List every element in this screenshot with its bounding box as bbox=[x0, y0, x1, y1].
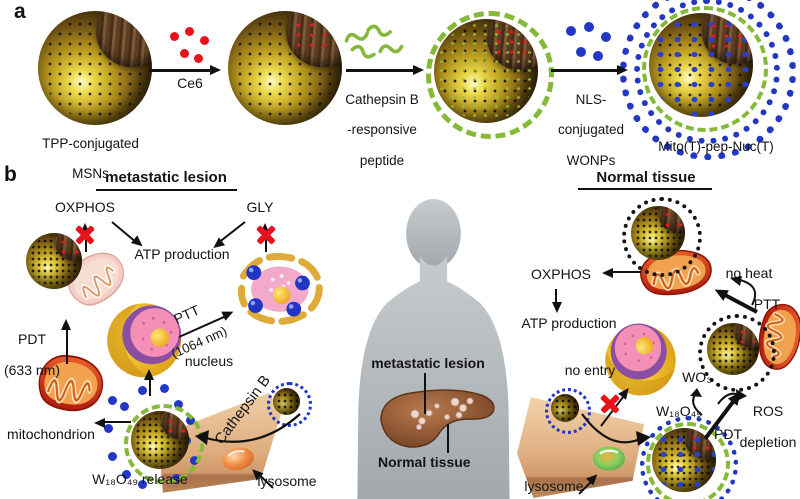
peptide-worm-icon bbox=[377, 41, 405, 56]
lesion-pointer-line bbox=[424, 373, 426, 414]
metastatic-header: metastatic lesion bbox=[105, 169, 227, 186]
panel-a-label: a bbox=[14, 0, 26, 23]
normal-underline bbox=[578, 188, 712, 190]
incoming-nanoparticle-icon bbox=[273, 388, 300, 415]
wonp-ring-small bbox=[267, 382, 312, 427]
tissue-pointer-line bbox=[447, 424, 449, 453]
arrow-oxphos-atp bbox=[111, 221, 135, 242]
arrow-step3 bbox=[551, 65, 628, 75]
wonp-ring-large bbox=[640, 416, 738, 499]
pdt-label-right: PDT bbox=[714, 426, 742, 442]
arrow-pdt bbox=[66, 329, 68, 364]
atp-label: ATP production bbox=[134, 246, 230, 262]
release-label: W₁₈O₄₉ release bbox=[92, 471, 188, 487]
traffic-curved-arrow bbox=[581, 413, 651, 446]
no-heat-curved-arrow bbox=[730, 276, 756, 306]
arrow-to-nucleus bbox=[149, 379, 151, 396]
sphere-pores bbox=[552, 395, 578, 421]
arrow-gly-atp bbox=[219, 221, 246, 242]
product-caption: Mito(T)-pep-Nuc(T) bbox=[658, 139, 774, 154]
panel-b-label: b bbox=[4, 163, 17, 186]
liver-icon bbox=[380, 389, 495, 448]
lysosome-label: lysosome bbox=[257, 473, 317, 489]
damaged-nucleus-icon bbox=[228, 250, 330, 330]
ce6-specks bbox=[163, 415, 186, 434]
normal-header: Normal tissue bbox=[596, 169, 696, 186]
gly-label: GLY bbox=[246, 199, 274, 215]
sphere-pores bbox=[274, 389, 299, 414]
ros-curved-arrow bbox=[717, 389, 747, 405]
pdt-label: PDT (633 nm) bbox=[3, 330, 61, 379]
body-tissue-label: Normal tissue bbox=[378, 454, 471, 470]
lysosome-label-right: lysosome bbox=[524, 478, 584, 494]
peptide-fringe bbox=[646, 422, 730, 499]
wo3-label: WO₃ bbox=[682, 369, 712, 385]
peptide-worm-icon bbox=[349, 43, 377, 61]
w18o49-label: W₁₈O₄₉ bbox=[656, 403, 702, 419]
cathepsin-curved-arrow bbox=[195, 413, 301, 445]
wonp-ring-small-right bbox=[545, 388, 591, 434]
no-entry-label: no entry bbox=[564, 362, 616, 378]
ce6-specks bbox=[707, 21, 747, 53]
nanoparticle-ros-icon bbox=[707, 323, 759, 375]
no-entry-x-icon bbox=[599, 393, 619, 413]
oxphos-block-x-icon bbox=[74, 224, 96, 246]
releasing-nanoparticle-icon bbox=[131, 411, 189, 469]
arrow-to-oxphos bbox=[612, 271, 641, 273]
gly-block-x-icon bbox=[255, 224, 277, 246]
step2-label: Cathepsin B -responsive peptide bbox=[345, 92, 419, 168]
intact-shell-ring bbox=[622, 197, 702, 277]
ce6-msn-sphere-icon bbox=[228, 11, 342, 125]
wonp-inner-ring bbox=[634, 0, 780, 144]
atp-label-right: ATP production bbox=[521, 315, 617, 331]
wo3-curved-arrow bbox=[690, 388, 703, 416]
nanoparticle-on-mitochondrion-icon bbox=[631, 206, 685, 260]
arrow-step2 bbox=[346, 65, 424, 75]
ce6-specks bbox=[661, 210, 682, 227]
ce6-specks bbox=[291, 20, 336, 55]
arrow-to-mitochondrion bbox=[104, 421, 131, 423]
arrow-oxphos-atp-right bbox=[555, 289, 557, 303]
intact-nanoparticle-icon bbox=[652, 428, 716, 492]
mitochondrion-label: mitochondrion bbox=[7, 426, 95, 442]
metastatic-underline bbox=[96, 189, 237, 191]
incoming-nanoparticle-right-icon bbox=[551, 394, 579, 422]
pep-msn-sphere-icon bbox=[434, 19, 538, 123]
oxphos-label-right: OXPHOS bbox=[531, 266, 591, 282]
peptide-fringe bbox=[426, 11, 554, 139]
ce6-specks bbox=[492, 27, 532, 59]
final-nanoparticle-icon bbox=[649, 13, 753, 117]
nucleus-label: nucleus bbox=[184, 353, 234, 369]
no-heat-label: no heat bbox=[725, 265, 773, 281]
oxphos-label: OXPHOS bbox=[55, 199, 115, 215]
step3-label: NLS- conjugated WONPs bbox=[557, 92, 625, 168]
released-wonp-dots bbox=[108, 396, 117, 405]
msn-sphere-icon bbox=[38, 11, 152, 125]
peptide-fringe bbox=[642, 6, 768, 132]
arrow-step1 bbox=[149, 65, 221, 75]
msn-caption: TPP-conjugated MSNs bbox=[42, 136, 139, 182]
ce6-molecules-icon bbox=[170, 32, 179, 41]
ros-label: ROS depletion bbox=[739, 402, 797, 451]
ptt-label-right: PTT bbox=[753, 296, 781, 312]
peptide-fringe bbox=[124, 404, 204, 484]
msn-at-mitochondrion-icon bbox=[26, 233, 82, 289]
step1-label: Ce6 bbox=[177, 75, 203, 91]
wonp-particles-icon bbox=[566, 26, 576, 36]
ce6-specks bbox=[736, 327, 756, 343]
body-lesion-label: metastatic lesion bbox=[371, 355, 485, 371]
